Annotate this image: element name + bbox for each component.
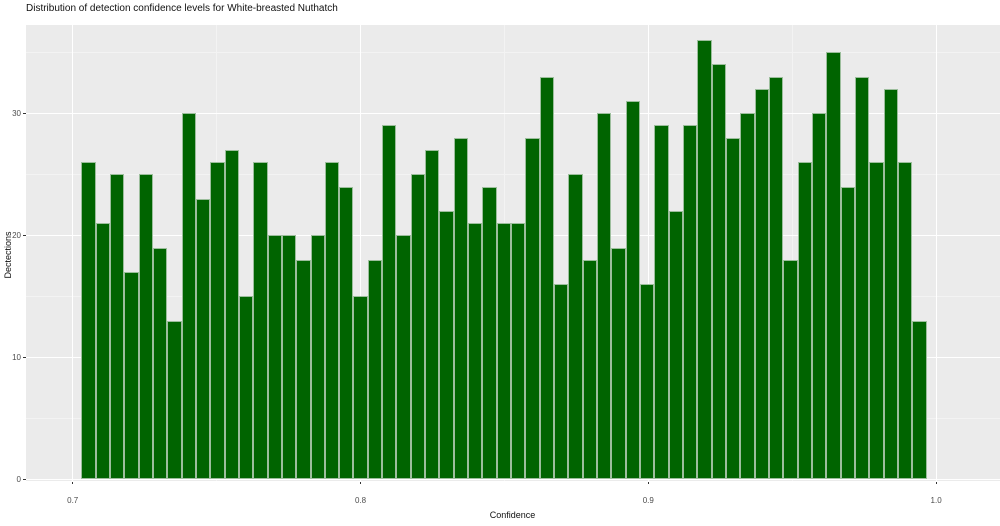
histogram-bar xyxy=(138,174,153,480)
y-tick-mark xyxy=(22,112,26,114)
x-axis-title: Confidence xyxy=(489,510,536,520)
x-major-gridline xyxy=(647,24,649,482)
histogram-bar xyxy=(783,259,798,480)
histogram-bar xyxy=(238,296,254,480)
histogram-bar xyxy=(897,162,913,480)
histogram-bar xyxy=(511,223,526,480)
y-tick-label: 10 xyxy=(12,352,21,362)
histogram-bar xyxy=(296,259,311,480)
histogram-bar xyxy=(253,162,268,480)
histogram-bar xyxy=(697,40,712,480)
histogram-bar xyxy=(883,88,898,480)
histogram-bar xyxy=(468,223,483,480)
histogram-bar xyxy=(310,235,325,480)
y-tick-label: 20 xyxy=(12,230,21,240)
x-major-gridline xyxy=(935,24,937,482)
plot-panel xyxy=(26,24,1000,482)
y-tick-mark xyxy=(22,234,26,236)
x-tick-label: 1.0 xyxy=(930,496,942,505)
histogram-bar xyxy=(525,137,540,480)
histogram-bar xyxy=(582,259,598,480)
histogram-bar xyxy=(339,186,354,480)
histogram-bar xyxy=(797,162,812,480)
histogram-bar xyxy=(124,271,139,480)
histogram-bar xyxy=(367,259,383,480)
x-tick-mark xyxy=(72,481,74,485)
histogram-bar xyxy=(324,162,340,480)
histogram-bar xyxy=(754,88,769,480)
histogram-bar xyxy=(210,162,225,480)
histogram-bar xyxy=(224,149,239,480)
y-major-gridline xyxy=(26,112,1000,114)
histogram-bar xyxy=(682,125,698,480)
histogram-bar xyxy=(496,223,512,480)
x-tick-mark xyxy=(360,481,361,485)
histogram-bar xyxy=(281,235,297,480)
histogram-bar xyxy=(711,64,726,480)
histogram-bar xyxy=(568,174,583,480)
x-major-gridline xyxy=(72,24,74,482)
histogram-bar xyxy=(181,113,196,480)
x-tick-label: 0.7 xyxy=(67,496,79,505)
histogram-bar xyxy=(854,76,870,480)
histogram-bar xyxy=(95,223,110,480)
histogram-bar xyxy=(539,76,555,480)
chart-title: Distribution of detection confidence lev… xyxy=(26,3,338,14)
histogram-bar xyxy=(554,284,569,480)
x-tick-label: 0.9 xyxy=(642,496,654,505)
y-tick-label: 0 xyxy=(16,475,21,484)
histogram-bar xyxy=(167,320,182,480)
y-minor-gridline xyxy=(26,51,1000,53)
x-tick-mark xyxy=(647,481,649,485)
histogram-bar xyxy=(267,235,282,480)
histogram-bar xyxy=(382,125,397,480)
histogram-bar xyxy=(625,101,640,480)
histogram-bar xyxy=(640,284,655,480)
histogram-bar xyxy=(768,76,784,480)
histogram-bar xyxy=(81,162,96,480)
y-major-gridline xyxy=(26,478,1000,481)
x-tick-label: 0.8 xyxy=(354,496,367,505)
histogram-bar xyxy=(152,247,168,480)
histogram-bar xyxy=(869,162,884,480)
histogram-bar xyxy=(353,296,368,480)
histogram-bar xyxy=(482,186,497,480)
histogram-bar xyxy=(840,186,855,480)
x-major-gridline xyxy=(359,24,362,482)
histogram-bar xyxy=(654,125,669,480)
x-tick-mark xyxy=(935,481,937,485)
histogram-bar xyxy=(912,320,927,480)
histogram-bar xyxy=(195,198,211,480)
histogram-bar xyxy=(396,235,411,480)
histogram-bar xyxy=(725,137,741,480)
y-minor-gridline xyxy=(26,173,1000,175)
histogram-bar xyxy=(740,113,755,480)
histogram-bar xyxy=(597,113,612,480)
histogram-bar xyxy=(109,174,125,480)
histogram-bar xyxy=(668,210,683,480)
histogram-bar xyxy=(410,174,426,480)
y-tick-mark xyxy=(22,479,26,480)
histogram-bar xyxy=(439,210,454,480)
y-tick-mark xyxy=(22,356,26,358)
x-minor-gridline xyxy=(791,24,793,482)
histogram-bar xyxy=(811,113,827,480)
y-tick-label: 30 xyxy=(12,108,21,118)
histogram-bar xyxy=(826,52,841,480)
histogram-bar xyxy=(453,137,469,480)
histogram-bar xyxy=(425,149,440,480)
histogram-bar xyxy=(611,247,626,480)
